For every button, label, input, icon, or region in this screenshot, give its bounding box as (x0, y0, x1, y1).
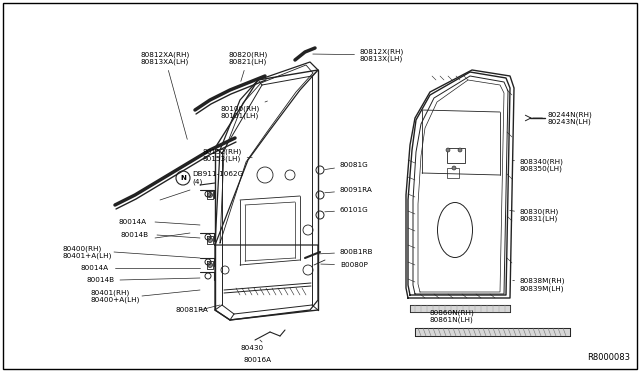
Text: 80812X(RH)
80813X(LH): 80812X(RH) 80813X(LH) (313, 48, 404, 62)
Text: 80014A: 80014A (80, 265, 108, 271)
Circle shape (452, 166, 456, 170)
Text: 800B1RB: 800B1RB (319, 249, 374, 255)
Text: 80014A: 80014A (118, 219, 146, 225)
Circle shape (446, 148, 450, 152)
Text: 80152(RH)
80153(LH): 80152(RH) 80153(LH) (202, 148, 252, 162)
Text: 80430: 80430 (241, 345, 264, 351)
Circle shape (458, 148, 462, 152)
Circle shape (207, 263, 212, 267)
Text: 80400(RH)
80401+A(LH): 80400(RH) 80401+A(LH) (62, 245, 111, 259)
Text: 80838M(RH)
80839M(LH): 80838M(RH) 80839M(LH) (513, 278, 566, 292)
Text: DB911-1062G
(4): DB911-1062G (4) (192, 171, 243, 185)
Text: 80830(RH)
80831(LH): 80830(RH) 80831(LH) (509, 208, 559, 222)
Circle shape (207, 192, 212, 198)
Text: 80014B: 80014B (120, 232, 148, 238)
Text: 80081RA: 80081RA (175, 307, 208, 313)
Circle shape (207, 237, 212, 243)
Text: N: N (180, 175, 186, 181)
Text: 80860N(RH)
80861N(LH): 80860N(RH) 80861N(LH) (430, 309, 475, 323)
Text: 80016A: 80016A (244, 357, 272, 363)
Text: 80812XA(RH)
80813XA(LH): 80812XA(RH) 80813XA(LH) (140, 51, 189, 140)
Text: 80100(RH)
80101(LH): 80100(RH) 80101(LH) (220, 101, 268, 119)
Text: 80401(RH)
80400+A(LH): 80401(RH) 80400+A(LH) (90, 289, 140, 303)
Text: 80244N(RH)
80243N(LH): 80244N(RH) 80243N(LH) (532, 111, 593, 125)
Text: R8000083: R8000083 (587, 353, 630, 362)
Text: 80014B: 80014B (86, 277, 114, 283)
Text: 80081G: 80081G (324, 162, 369, 170)
Text: 80820(RH)
80821(LH): 80820(RH) 80821(LH) (228, 51, 268, 81)
Text: B0080P: B0080P (321, 262, 368, 268)
Text: 60101G: 60101G (324, 207, 369, 213)
Text: 808340(RH)
808350(LH): 808340(RH) 808350(LH) (513, 158, 564, 172)
Text: 80091RA: 80091RA (324, 187, 373, 193)
